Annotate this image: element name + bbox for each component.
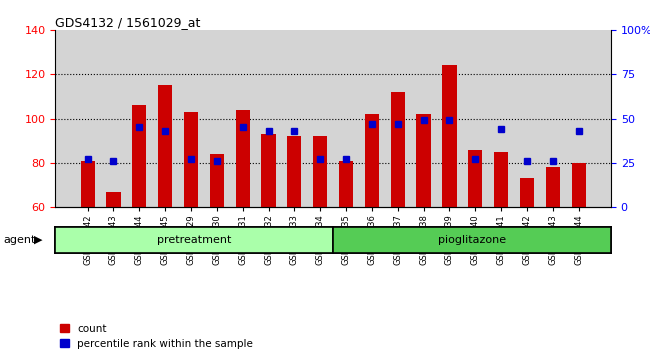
Bar xyxy=(339,161,353,340)
Bar xyxy=(468,149,482,340)
Bar xyxy=(261,134,276,340)
Bar xyxy=(81,161,95,340)
Text: ▶: ▶ xyxy=(34,235,43,245)
Text: pioglitazone: pioglitazone xyxy=(438,235,506,245)
Bar xyxy=(417,114,431,340)
Text: agent: agent xyxy=(3,235,36,245)
Bar xyxy=(520,178,534,340)
Bar xyxy=(158,85,172,340)
Bar xyxy=(571,163,586,340)
Bar xyxy=(546,167,560,340)
Bar xyxy=(287,136,302,340)
Bar xyxy=(107,192,120,340)
Bar xyxy=(210,154,224,340)
Bar xyxy=(391,92,405,340)
Text: pretreatment: pretreatment xyxy=(157,235,231,245)
Bar xyxy=(235,110,250,340)
Bar xyxy=(184,112,198,340)
Bar xyxy=(442,65,456,340)
Bar xyxy=(494,152,508,340)
Text: GDS4132 / 1561029_at: GDS4132 / 1561029_at xyxy=(55,16,201,29)
Legend: count, percentile rank within the sample: count, percentile rank within the sample xyxy=(60,324,253,349)
Bar xyxy=(365,114,379,340)
Bar xyxy=(132,105,146,340)
Bar xyxy=(313,136,328,340)
